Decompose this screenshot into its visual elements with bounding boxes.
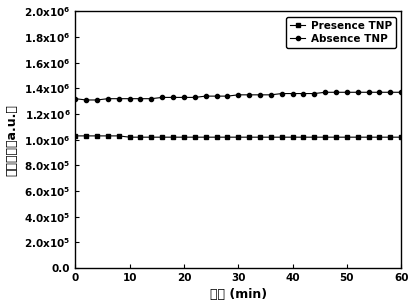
- Absence TNP: [333, 91, 338, 94]
- Presence TNP: [105, 134, 110, 138]
- Absence TNP: [257, 93, 262, 97]
- Presence TNP: [73, 134, 78, 138]
- Absence TNP: [268, 93, 273, 97]
- Presence TNP: [192, 135, 197, 139]
- Absence TNP: [322, 91, 327, 94]
- Presence TNP: [94, 134, 99, 138]
- Absence TNP: [138, 97, 142, 100]
- Absence TNP: [290, 92, 294, 95]
- Absence TNP: [73, 97, 78, 100]
- Absence TNP: [181, 95, 186, 99]
- Line: Absence TNP: Absence TNP: [73, 90, 402, 102]
- Presence TNP: [322, 135, 327, 139]
- Absence TNP: [354, 91, 359, 94]
- Presence TNP: [376, 135, 381, 139]
- Absence TNP: [311, 92, 316, 95]
- Y-axis label: 荺光强度（a.u.）: 荺光强度（a.u.）: [5, 104, 19, 176]
- Presence TNP: [300, 135, 305, 139]
- Absence TNP: [300, 92, 305, 95]
- Presence TNP: [116, 134, 121, 138]
- Absence TNP: [192, 95, 197, 99]
- Absence TNP: [127, 97, 132, 100]
- Presence TNP: [365, 135, 370, 139]
- Presence TNP: [354, 135, 359, 139]
- Absence TNP: [365, 91, 370, 94]
- Presence TNP: [224, 135, 229, 139]
- Presence TNP: [333, 135, 338, 139]
- Presence TNP: [181, 135, 186, 139]
- Absence TNP: [398, 91, 403, 94]
- Line: Presence TNP: Presence TNP: [73, 134, 402, 139]
- Absence TNP: [376, 91, 381, 94]
- Absence TNP: [105, 97, 110, 100]
- X-axis label: 时间 (min): 时间 (min): [209, 289, 266, 301]
- Absence TNP: [246, 93, 251, 97]
- Presence TNP: [214, 135, 218, 139]
- Presence TNP: [138, 135, 142, 139]
- Presence TNP: [246, 135, 251, 139]
- Absence TNP: [203, 94, 208, 98]
- Absence TNP: [224, 94, 229, 98]
- Presence TNP: [290, 135, 294, 139]
- Absence TNP: [83, 98, 88, 102]
- Presence TNP: [159, 135, 164, 139]
- Absence TNP: [214, 94, 218, 98]
- Presence TNP: [170, 135, 175, 139]
- Presence TNP: [344, 135, 349, 139]
- Absence TNP: [344, 91, 349, 94]
- Absence TNP: [170, 95, 175, 99]
- Presence TNP: [127, 135, 132, 139]
- Absence TNP: [235, 93, 240, 97]
- Absence TNP: [387, 91, 392, 94]
- Absence TNP: [116, 97, 121, 100]
- Presence TNP: [203, 135, 208, 139]
- Absence TNP: [278, 92, 283, 95]
- Presence TNP: [398, 135, 403, 139]
- Presence TNP: [83, 134, 88, 138]
- Presence TNP: [278, 135, 283, 139]
- Presence TNP: [235, 135, 240, 139]
- Presence TNP: [149, 135, 154, 139]
- Presence TNP: [268, 135, 273, 139]
- Absence TNP: [159, 95, 164, 99]
- Legend: Presence TNP, Absence TNP: Presence TNP, Absence TNP: [285, 17, 395, 48]
- Presence TNP: [387, 135, 392, 139]
- Absence TNP: [149, 97, 154, 100]
- Absence TNP: [94, 98, 99, 102]
- Presence TNP: [311, 135, 316, 139]
- Presence TNP: [257, 135, 262, 139]
